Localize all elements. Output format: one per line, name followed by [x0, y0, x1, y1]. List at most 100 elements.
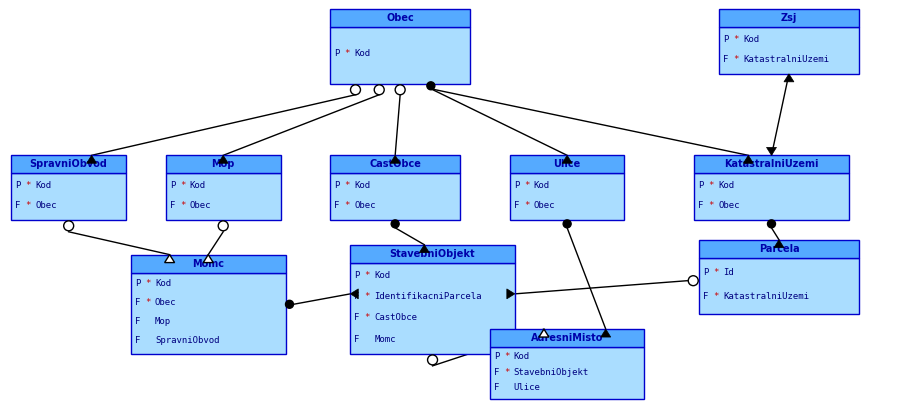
Bar: [131, 272, 285, 354]
Bar: [12, 155, 126, 173]
Polygon shape: [218, 155, 228, 163]
Text: StavebniObjekt: StavebniObjekt: [514, 368, 589, 376]
Text: AdresniMisto: AdresniMisto: [531, 333, 604, 343]
Text: P: P: [514, 181, 519, 190]
Text: Obec: Obec: [155, 298, 177, 307]
Bar: [351, 245, 515, 263]
Bar: [330, 173, 460, 220]
Text: P: P: [698, 181, 703, 190]
Bar: [166, 155, 281, 173]
Text: *: *: [713, 268, 718, 277]
Polygon shape: [419, 245, 430, 253]
Circle shape: [285, 300, 293, 308]
Text: StavebniObjekt: StavebniObjekt: [389, 249, 475, 259]
Text: *: *: [344, 181, 350, 190]
Text: F: F: [494, 383, 500, 392]
Circle shape: [391, 220, 399, 228]
Text: F: F: [135, 336, 140, 345]
Text: *: *: [364, 313, 370, 322]
Bar: [131, 255, 285, 272]
Text: *: *: [145, 298, 151, 307]
Text: KatastralniUzemi: KatastralniUzemi: [724, 159, 819, 169]
Text: Kod: Kod: [155, 279, 171, 289]
Bar: [694, 173, 849, 220]
Text: F: F: [354, 334, 360, 344]
Text: Obec: Obec: [387, 13, 414, 23]
Text: *: *: [504, 352, 509, 361]
Text: *: *: [364, 292, 370, 301]
Text: F: F: [15, 201, 21, 210]
Text: Kod: Kod: [718, 181, 735, 190]
Polygon shape: [87, 155, 97, 163]
Text: P: P: [703, 268, 709, 277]
Text: Mop: Mop: [155, 317, 171, 326]
Text: Kod: Kod: [190, 181, 206, 190]
Bar: [330, 27, 470, 84]
Bar: [330, 9, 470, 27]
Bar: [12, 173, 126, 220]
Circle shape: [768, 220, 776, 228]
Polygon shape: [774, 240, 784, 248]
Text: Momc: Momc: [192, 259, 224, 268]
Text: *: *: [524, 201, 529, 210]
Text: *: *: [25, 201, 30, 210]
Bar: [694, 155, 849, 173]
Text: F: F: [723, 55, 728, 64]
Text: Kod: Kod: [374, 271, 390, 280]
Text: *: *: [709, 181, 714, 190]
Text: Id: Id: [723, 268, 734, 277]
Bar: [509, 173, 624, 220]
Text: *: *: [145, 279, 151, 289]
Polygon shape: [390, 155, 400, 163]
Text: P: P: [170, 181, 175, 190]
Text: Obec: Obec: [534, 201, 555, 210]
Text: Kod: Kod: [743, 35, 759, 44]
Text: F: F: [514, 201, 519, 210]
Circle shape: [64, 221, 74, 231]
Text: *: *: [504, 368, 509, 376]
Circle shape: [428, 355, 438, 365]
Text: *: *: [713, 293, 718, 301]
Text: KatastralniUzemi: KatastralniUzemi: [743, 55, 829, 64]
Text: P: P: [354, 271, 360, 280]
Text: CastObce: CastObce: [374, 313, 417, 322]
Text: *: *: [733, 35, 738, 44]
Text: SpravniObvod: SpravniObvod: [30, 159, 108, 169]
Bar: [719, 27, 858, 74]
Text: *: *: [344, 49, 350, 58]
Text: Zsj: Zsj: [780, 13, 797, 23]
Polygon shape: [562, 155, 572, 163]
Text: Obec: Obec: [35, 201, 57, 210]
Polygon shape: [204, 255, 213, 263]
Bar: [509, 155, 624, 173]
Circle shape: [396, 85, 405, 95]
Bar: [330, 155, 460, 173]
Text: KatastralniUzemi: KatastralniUzemi: [723, 293, 809, 301]
Circle shape: [563, 220, 571, 228]
Polygon shape: [784, 74, 794, 82]
Text: Ulice: Ulice: [514, 383, 541, 392]
Bar: [700, 258, 858, 314]
Text: Momc: Momc: [374, 334, 396, 344]
Polygon shape: [744, 155, 753, 163]
Text: F: F: [170, 201, 175, 210]
Bar: [166, 173, 281, 220]
Text: P: P: [15, 181, 21, 190]
Polygon shape: [539, 329, 549, 337]
Circle shape: [374, 85, 384, 95]
Bar: [490, 347, 644, 399]
Bar: [490, 329, 644, 347]
Polygon shape: [351, 289, 358, 299]
Text: *: *: [25, 181, 30, 190]
Bar: [700, 240, 858, 258]
Text: *: *: [524, 181, 529, 190]
Text: P: P: [494, 352, 500, 361]
Text: F: F: [698, 201, 703, 210]
Circle shape: [351, 85, 361, 95]
Polygon shape: [507, 289, 515, 299]
Polygon shape: [165, 255, 175, 263]
Text: *: *: [364, 271, 370, 280]
Circle shape: [427, 82, 435, 90]
Text: F: F: [703, 293, 709, 301]
Text: P: P: [335, 49, 340, 58]
